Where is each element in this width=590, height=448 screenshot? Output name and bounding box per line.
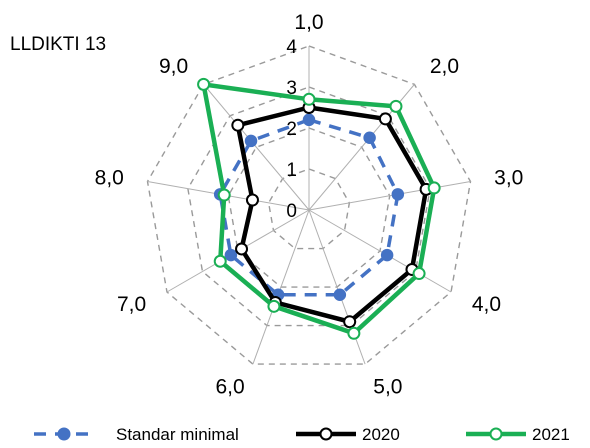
data-point (302, 113, 316, 127)
legend-label: 2021 (532, 425, 570, 444)
legend-item: Standar minimal (34, 425, 239, 444)
data-point (267, 299, 281, 313)
data-point (235, 242, 249, 256)
data-point (302, 92, 316, 106)
data-point (412, 267, 426, 281)
category-label: 9,0 (159, 55, 188, 78)
spoke-line (203, 84, 310, 211)
radial-tick-label: 4 (286, 37, 297, 58)
legend-marker (489, 427, 503, 441)
data-point (378, 112, 392, 126)
spoke-line (308, 209, 452, 293)
category-label: 7,0 (117, 293, 146, 316)
legend-marker (57, 427, 71, 441)
data-point (333, 288, 347, 302)
grid-ring (187, 86, 431, 327)
data-point (343, 315, 357, 329)
series-line (235, 105, 429, 325)
data-point (197, 77, 211, 91)
radial-tick-label: 1 (286, 160, 297, 181)
data-point (244, 134, 258, 148)
data-point (389, 99, 403, 113)
category-label: 2,0 (430, 55, 459, 78)
legend: Standar minimal 2020 2021 (34, 425, 570, 444)
data-series (197, 77, 441, 340)
legend-item: 2021 (466, 425, 570, 444)
radar-grid (146, 45, 472, 365)
data-point (217, 188, 231, 202)
legend-label: 2020 (362, 425, 400, 444)
category-label: 8,0 (95, 166, 124, 189)
series-line (218, 117, 400, 297)
category-label: 1,0 (294, 11, 323, 34)
legend-label: Standar minimal (116, 425, 239, 444)
radial-tick-label: 2 (286, 119, 297, 140)
series-1 (231, 101, 433, 329)
legend-item: 2020 (296, 425, 400, 444)
category-label: 3,0 (494, 166, 523, 189)
spoke-line (252, 209, 310, 365)
spoke-line (308, 181, 471, 211)
category-label: 6,0 (215, 376, 244, 399)
category-label: 4,0 (472, 293, 501, 316)
data-point (213, 254, 227, 268)
grid-ring (227, 127, 391, 288)
data-point (245, 193, 259, 207)
series-line (200, 81, 437, 336)
radial-tick-labels: 0 1 2 3 4 (286, 37, 297, 222)
data-point (224, 248, 238, 262)
data-point (391, 188, 405, 201)
category-label: 5,0 (373, 376, 402, 399)
radial-tick-label: 3 (286, 78, 297, 99)
category-labels: 1,0 2,0 3,0 4,0 5,0 6,0 7,0 8,0 9,0 (95, 11, 524, 399)
legend-marker (319, 427, 333, 441)
data-point (427, 181, 441, 195)
data-point (347, 326, 361, 340)
radial-tick-label: 0 (286, 201, 297, 222)
series-2 (197, 77, 441, 340)
chart-title: LLDIKTI 13 (10, 34, 106, 55)
data-point (363, 131, 376, 145)
data-point (380, 248, 394, 262)
grid-ring (146, 45, 472, 365)
data-point (231, 118, 245, 132)
grid-ring (267, 168, 351, 250)
